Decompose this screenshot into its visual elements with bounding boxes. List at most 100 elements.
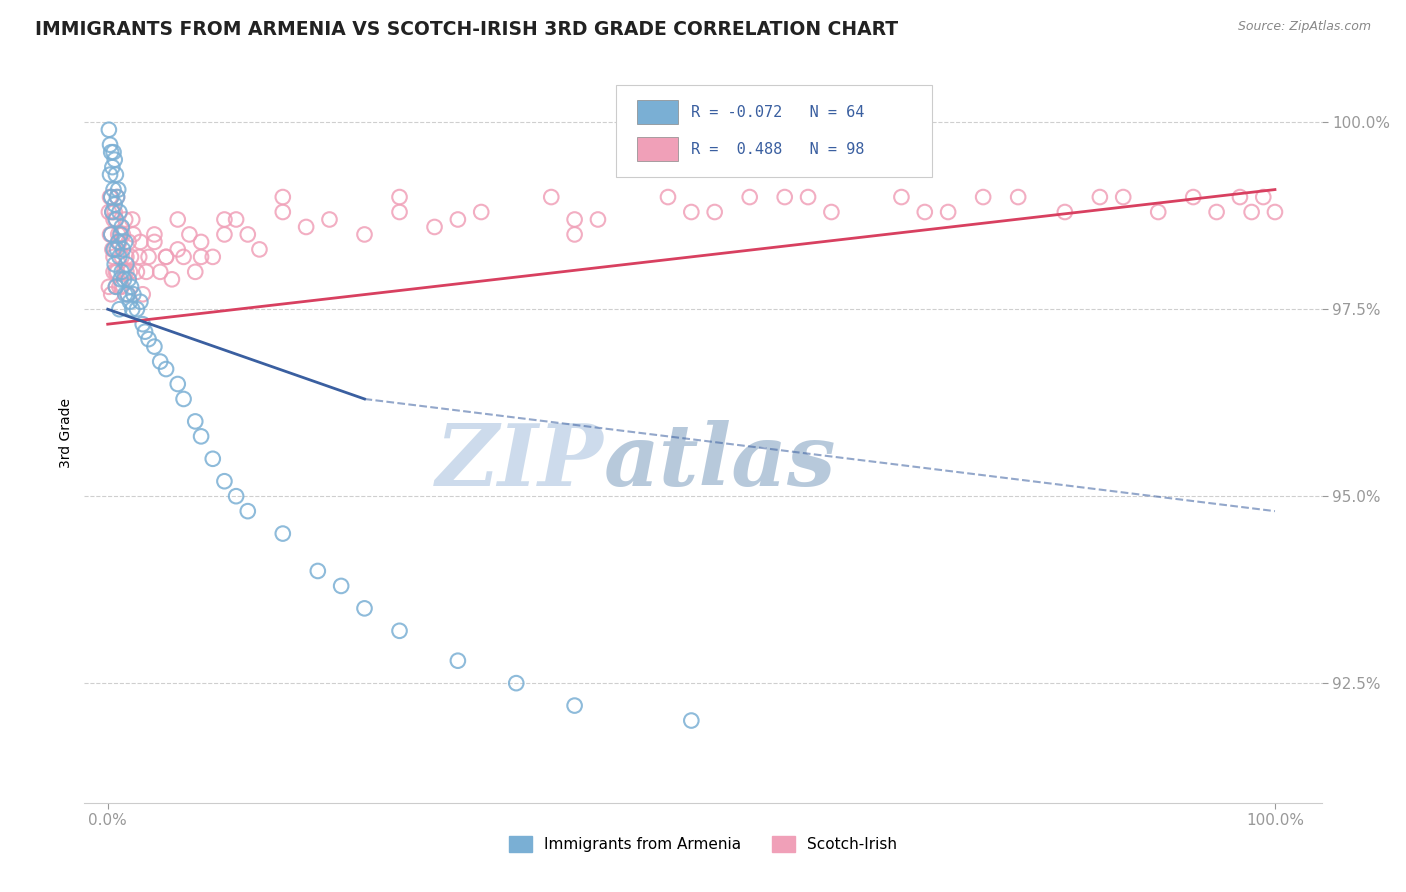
Point	[225, 212, 247, 227]
Point	[104, 265, 127, 279]
Point	[773, 190, 796, 204]
Point	[214, 227, 236, 242]
Point	[101, 205, 124, 219]
Point	[111, 243, 134, 257]
Point	[214, 474, 236, 488]
Point	[108, 302, 131, 317]
Point	[149, 354, 172, 368]
Point	[115, 265, 138, 279]
Point	[353, 601, 375, 615]
Point	[190, 250, 212, 264]
Point	[100, 227, 122, 242]
Point	[447, 212, 470, 227]
Point	[108, 250, 131, 264]
Point	[166, 243, 188, 257]
Point	[388, 624, 411, 638]
Point	[318, 212, 340, 227]
Point	[118, 235, 141, 249]
Point	[138, 250, 160, 264]
Point	[111, 250, 134, 264]
Point	[160, 272, 183, 286]
Point	[1147, 205, 1170, 219]
Point	[201, 451, 224, 466]
Point	[505, 676, 527, 690]
Point	[104, 280, 127, 294]
Point	[129, 235, 152, 249]
Point	[103, 183, 125, 197]
Point	[423, 219, 446, 234]
Text: Source: ZipAtlas.com: Source: ZipAtlas.com	[1237, 20, 1371, 33]
Point	[114, 287, 136, 301]
Point	[132, 287, 155, 301]
Point	[120, 280, 142, 294]
Point	[184, 414, 207, 428]
Point	[129, 294, 152, 309]
Point	[115, 250, 138, 264]
Point	[540, 190, 562, 204]
Point	[564, 698, 586, 713]
Point	[103, 212, 125, 227]
Point	[108, 205, 131, 219]
Point	[914, 205, 936, 219]
Point	[114, 235, 136, 249]
Point	[214, 212, 236, 227]
Point	[134, 325, 156, 339]
Point	[236, 227, 259, 242]
Point	[105, 190, 128, 204]
Point	[125, 302, 148, 317]
Point	[97, 122, 120, 136]
Point	[100, 190, 122, 204]
Point	[681, 205, 703, 219]
Point	[225, 489, 247, 503]
Point	[103, 145, 125, 160]
Point	[155, 250, 177, 264]
Point	[117, 287, 139, 301]
Point	[820, 205, 842, 219]
Point	[179, 227, 201, 242]
Point	[353, 227, 375, 242]
Point	[388, 190, 411, 204]
Point	[118, 272, 141, 286]
Point	[564, 227, 586, 242]
Text: IMMIGRANTS FROM ARMENIA VS SCOTCH-IRISH 3RD GRADE CORRELATION CHART: IMMIGRANTS FROM ARMENIA VS SCOTCH-IRISH …	[35, 20, 898, 38]
Point	[936, 205, 959, 219]
Point	[105, 190, 128, 204]
Point	[100, 287, 122, 301]
Point	[890, 190, 912, 204]
Point	[110, 227, 132, 242]
Point	[388, 205, 411, 219]
Point	[104, 280, 127, 294]
Text: ZIP: ZIP	[436, 420, 605, 504]
Point	[98, 190, 121, 204]
Point	[111, 265, 134, 279]
Point	[447, 654, 470, 668]
Point	[271, 205, 294, 219]
Point	[271, 190, 294, 204]
Point	[1007, 190, 1029, 204]
Point	[1229, 190, 1251, 204]
Point	[107, 235, 129, 249]
Point	[107, 227, 129, 242]
Point	[184, 265, 207, 279]
Point	[111, 227, 134, 242]
Point	[104, 212, 127, 227]
Point	[125, 265, 148, 279]
Point	[797, 190, 820, 204]
Point	[104, 205, 127, 219]
Text: atlas: atlas	[605, 420, 837, 504]
Point	[107, 183, 129, 197]
Point	[98, 227, 121, 242]
Point	[101, 243, 124, 257]
Point	[118, 265, 141, 279]
Point	[104, 168, 127, 182]
Point	[98, 137, 121, 152]
Point	[103, 250, 125, 264]
Point	[103, 265, 125, 279]
Point	[110, 227, 132, 242]
Point	[1240, 205, 1263, 219]
Point	[97, 280, 120, 294]
Point	[108, 235, 131, 249]
Point	[143, 235, 166, 249]
Point	[155, 250, 177, 264]
Point	[114, 212, 136, 227]
